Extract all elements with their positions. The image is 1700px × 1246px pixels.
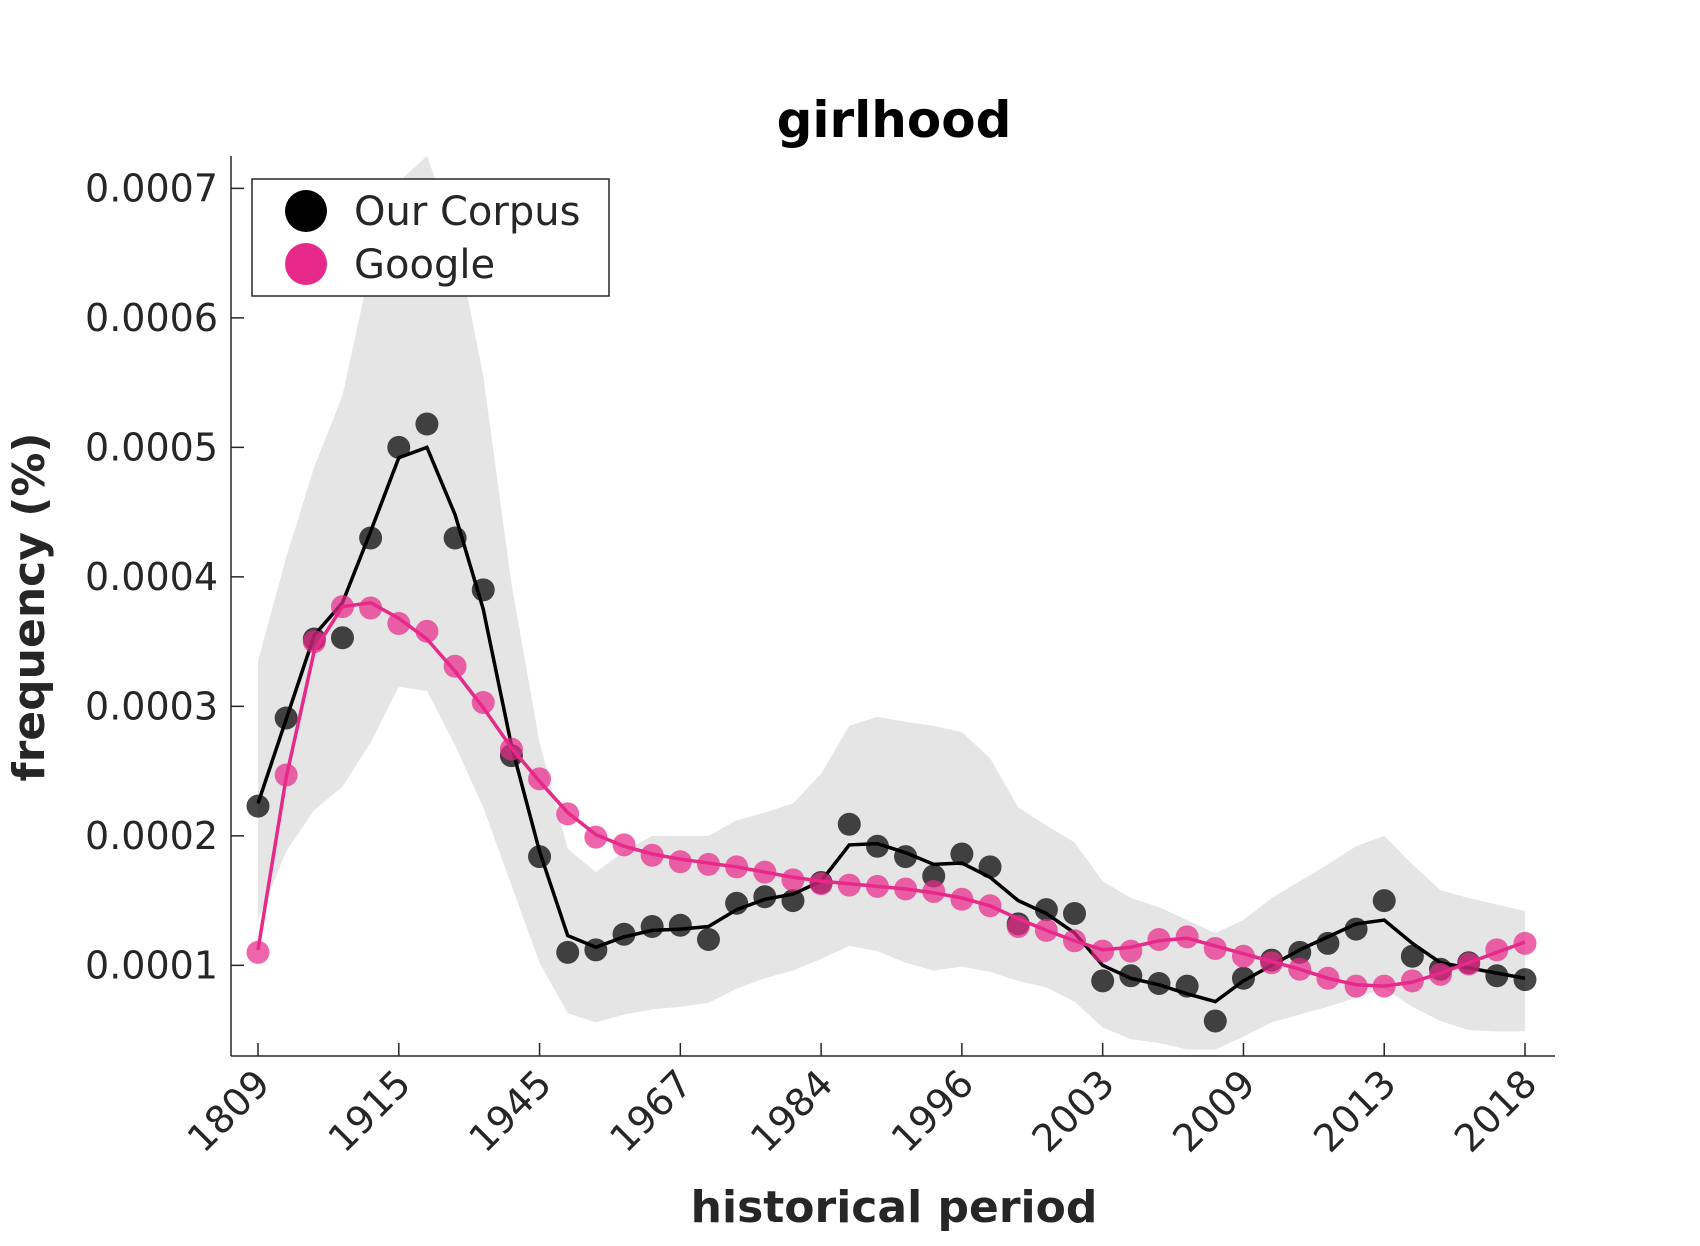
x-tick-label: 2003 (1024, 1061, 1124, 1161)
y-tick-label: 0.0004 (85, 555, 218, 599)
series-line-google (256, 600, 1526, 988)
data-point-our-corpus (640, 915, 664, 939)
data-point-our-corpus (1400, 944, 1424, 968)
data-point-our-corpus (387, 435, 411, 459)
x-tick-label: 1984 (742, 1061, 842, 1161)
x-tick-label: 2009 (1164, 1061, 1264, 1161)
data-point-our-corpus (1513, 968, 1537, 992)
data-point-google (809, 872, 833, 896)
data-point-our-corpus (1034, 898, 1058, 922)
x-tick-label: 1809 (179, 1061, 279, 1161)
data-point-our-corpus (415, 412, 439, 436)
data-point-our-corpus (1372, 889, 1396, 913)
x-tick-label: 1967 (601, 1061, 701, 1161)
data-point-google (668, 850, 692, 874)
legend: Our Corpus Google (251, 178, 610, 297)
data-point-our-corpus (753, 885, 777, 909)
data-point-our-corpus (528, 845, 552, 869)
data-point-our-corpus (1344, 917, 1368, 941)
data-point-our-corpus (950, 842, 974, 866)
data-point-our-corpus (443, 526, 467, 550)
legend-label: Google (354, 242, 495, 288)
x-axis-label: historical period (691, 1182, 1098, 1233)
data-point-our-corpus (865, 834, 889, 858)
data-point-our-corpus (330, 626, 354, 650)
data-point-our-corpus (668, 913, 692, 937)
data-point-our-corpus (246, 794, 270, 818)
series-line-our-corpus (256, 445, 1526, 1004)
data-point-our-corpus (556, 940, 580, 964)
data-point-our-corpus (1063, 902, 1087, 926)
data-point-google (415, 619, 439, 643)
data-point-our-corpus (612, 922, 636, 946)
data-point-google (471, 690, 495, 714)
data-point-our-corpus (725, 891, 749, 915)
x-tick-label: 2018 (1446, 1061, 1546, 1161)
x-tick-label: 1996 (883, 1061, 983, 1161)
y-tick-label: 0.0006 (85, 296, 218, 340)
data-point-google (781, 868, 805, 892)
chart-title: girlhood (777, 91, 1012, 149)
y-tick-label: 0.0007 (85, 166, 218, 210)
data-point-our-corpus (894, 845, 918, 869)
x-tick-label: 2013 (1305, 1061, 1405, 1161)
x-tick-label: 1945 (460, 1061, 560, 1161)
y-tick-label: 0.0005 (85, 425, 218, 469)
data-point-our-corpus (584, 938, 608, 962)
data-point-google (387, 611, 411, 635)
data-point-our-corpus (1119, 964, 1143, 988)
data-point-our-corpus (1288, 940, 1312, 964)
data-point-google (443, 654, 467, 678)
data-point-our-corpus (1091, 969, 1115, 993)
y-tick-label: 0.0001 (85, 943, 218, 987)
data-point-google (1119, 939, 1143, 963)
y-tick-label: 0.0003 (85, 684, 218, 728)
data-point-google (246, 940, 270, 964)
data-point-our-corpus (1231, 966, 1255, 990)
legend-label: Our Corpus (354, 189, 580, 235)
data-point-our-corpus (978, 855, 1002, 879)
data-point-our-corpus (1485, 964, 1509, 988)
data-point-our-corpus (359, 526, 383, 550)
data-point-our-corpus (837, 812, 861, 836)
data-point-our-corpus (696, 927, 720, 951)
data-point-our-corpus (1316, 931, 1340, 955)
data-point-our-corpus (471, 578, 495, 602)
y-tick-label: 0.0002 (85, 814, 218, 858)
data-point-our-corpus (1203, 1009, 1227, 1033)
data-point-our-corpus (1147, 971, 1171, 995)
data-point-our-corpus (1175, 974, 1199, 998)
data-point-our-corpus (781, 889, 805, 913)
legend-marker (285, 243, 327, 285)
x-tick-label: 1915 (320, 1061, 420, 1161)
data-point-google (302, 630, 326, 654)
data-point-our-corpus (274, 706, 298, 730)
legend-marker (285, 190, 327, 232)
y-axis-label: frequency (%) (4, 432, 55, 781)
